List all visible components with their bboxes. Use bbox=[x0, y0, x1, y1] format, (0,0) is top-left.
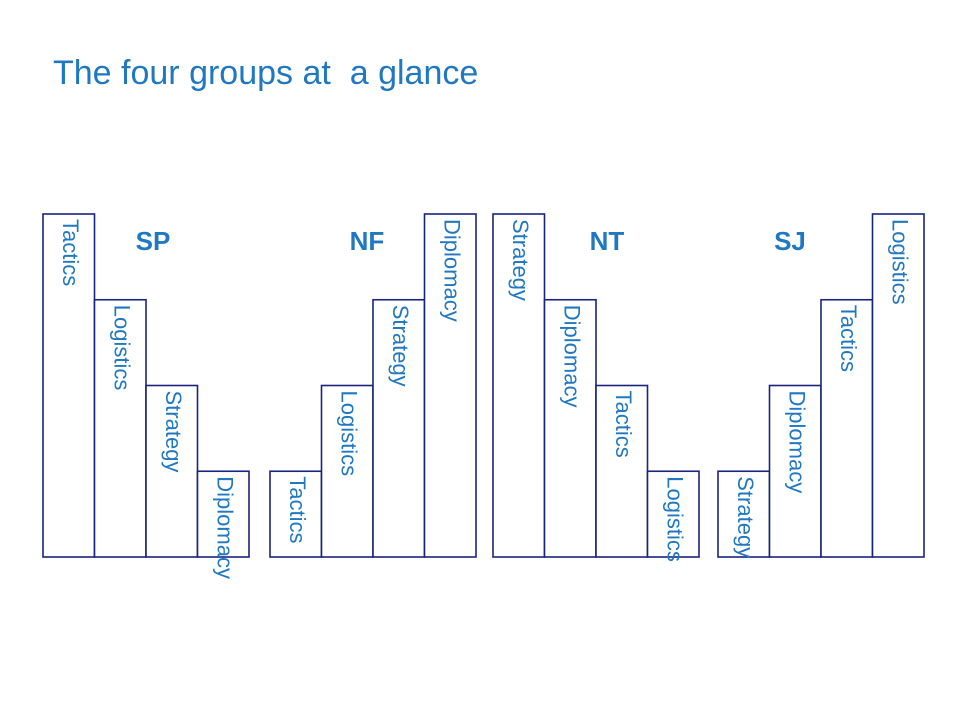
bar-label-nf-logistics: Logistics bbox=[336, 391, 361, 477]
bar-label-sp-strategy: Strategy bbox=[161, 391, 186, 473]
bar-label-sj-diplomacy: Diplomacy bbox=[784, 391, 809, 494]
bar-nt-logistics bbox=[646, 470, 700, 558]
bar-label-sp-logistics: Logistics bbox=[109, 305, 134, 391]
bar-label-nt-tactics: Tactics bbox=[611, 391, 636, 458]
bar-nf-diplomacy bbox=[423, 213, 477, 558]
bar-nf-logistics bbox=[320, 384, 374, 558]
bar-nf-strategy bbox=[372, 298, 426, 558]
bar-sj-strategy bbox=[717, 470, 771, 558]
bar-label-sj-strategy: Strategy bbox=[733, 476, 758, 558]
bar-nt-diplomacy bbox=[543, 298, 597, 558]
bar-sj-logistics bbox=[871, 213, 925, 558]
bar-label-sp-diplomacy: Diplomacy bbox=[212, 476, 237, 579]
group-title-sj: SJ bbox=[774, 226, 806, 256]
bar-label-nt-strategy: Strategy bbox=[508, 219, 533, 301]
bar-label-nt-diplomacy: Diplomacy bbox=[559, 305, 584, 408]
bar-label-sj-logistics: Logistics bbox=[887, 219, 912, 305]
bar-label-sp-tactics: Tactics bbox=[58, 219, 83, 286]
group-title-nf: NF bbox=[350, 226, 385, 256]
page-title: The four groups at a glance bbox=[53, 54, 479, 92]
bar-sj-diplomacy bbox=[768, 384, 822, 558]
bar-sj-tactics bbox=[820, 298, 874, 558]
bar-nt-strategy bbox=[492, 213, 546, 558]
group-title-sp: SP bbox=[136, 226, 171, 256]
bar-sp-diplomacy bbox=[196, 470, 250, 558]
bar-label-nf-tactics: Tactics bbox=[285, 476, 310, 543]
bar-label-nf-strategy: Strategy bbox=[388, 305, 413, 387]
bar-nf-tactics bbox=[269, 470, 323, 558]
bar-label-sj-tactics: Tactics bbox=[836, 305, 861, 372]
bar-nt-tactics bbox=[595, 384, 649, 558]
bar-label-nf-diplomacy: Diplomacy bbox=[439, 219, 464, 322]
group-title-nt: NT bbox=[590, 226, 625, 256]
bar-label-nt-logistics: Logistics bbox=[662, 476, 687, 562]
